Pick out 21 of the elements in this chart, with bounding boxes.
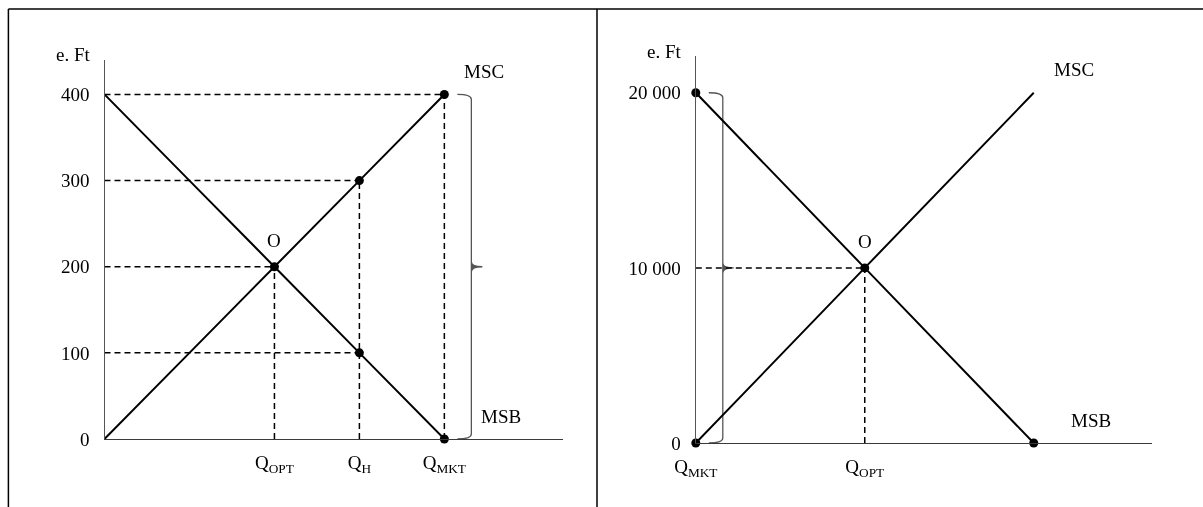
y-tick-label: 20 000 (628, 82, 681, 104)
y-tick-label: 300 (61, 170, 90, 192)
x-tick-label: Q$_{MKT}$ (674, 455, 718, 480)
y-tick-label: 100 (61, 342, 90, 364)
y-axis-title: e. Ft (647, 41, 682, 62)
annotation: O (858, 231, 872, 252)
y-tick-label: 10 000 (628, 257, 681, 279)
y-tick-label: 200 (61, 256, 90, 278)
series-label: MSC (464, 61, 505, 82)
series-label: MSC (1054, 59, 1095, 80)
y-axis-title: e. Ft (56, 44, 91, 65)
x-tick-label: Q$_{OPT}$ (255, 451, 294, 476)
annotation: O (267, 230, 281, 251)
text: MSB (481, 406, 522, 427)
y-tick-label: 0 (671, 432, 681, 454)
text: MSB (1071, 410, 1112, 431)
y-tick-label: 400 (61, 84, 90, 106)
x-tick-label: Q$_{MKT}$ (422, 451, 466, 476)
x-tick-label: Q$_{OPT}$ (845, 455, 885, 480)
x-tick-label: Q$_{H}$ (347, 451, 372, 476)
y-tick-label: 0 (80, 428, 90, 450)
